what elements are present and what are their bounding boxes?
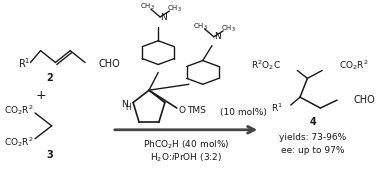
Text: TMS: TMS (187, 106, 206, 115)
Text: N: N (214, 32, 221, 41)
Text: CO$_2$R$^2$: CO$_2$R$^2$ (339, 59, 369, 73)
Text: CO$_2$R$^2$: CO$_2$R$^2$ (4, 103, 33, 117)
Text: PhCO$_2$H (40 mol%): PhCO$_2$H (40 mol%) (143, 138, 229, 151)
Text: CO$_2$R$^2$: CO$_2$R$^2$ (4, 135, 33, 149)
Text: H: H (125, 103, 132, 112)
Text: CH$_3$: CH$_3$ (194, 22, 208, 32)
Text: R$^1$: R$^1$ (271, 102, 284, 114)
Text: R$^2$O$_2$C: R$^2$O$_2$C (251, 59, 280, 73)
Text: R$^1$: R$^1$ (18, 57, 30, 70)
Text: +: + (35, 89, 46, 102)
Text: H$_2$O:$i$PrOH (3:2): H$_2$O:$i$PrOH (3:2) (150, 151, 222, 164)
Text: 3: 3 (46, 150, 53, 159)
Text: CH$_3$: CH$_3$ (139, 2, 155, 12)
Text: N: N (121, 100, 128, 109)
Text: yields: 73-96%: yields: 73-96% (279, 133, 347, 142)
Text: 2: 2 (46, 73, 53, 83)
Text: N: N (160, 12, 167, 21)
Text: CH$_3$: CH$_3$ (167, 4, 183, 14)
Text: CHO: CHO (354, 95, 375, 105)
Text: CH$_3$: CH$_3$ (221, 24, 236, 34)
Text: 4: 4 (310, 117, 316, 127)
Text: (10 mol%): (10 mol%) (220, 108, 267, 117)
Text: ee: up to 97%: ee: up to 97% (281, 146, 345, 155)
Text: O: O (179, 106, 186, 115)
Text: CHO: CHO (98, 58, 120, 68)
